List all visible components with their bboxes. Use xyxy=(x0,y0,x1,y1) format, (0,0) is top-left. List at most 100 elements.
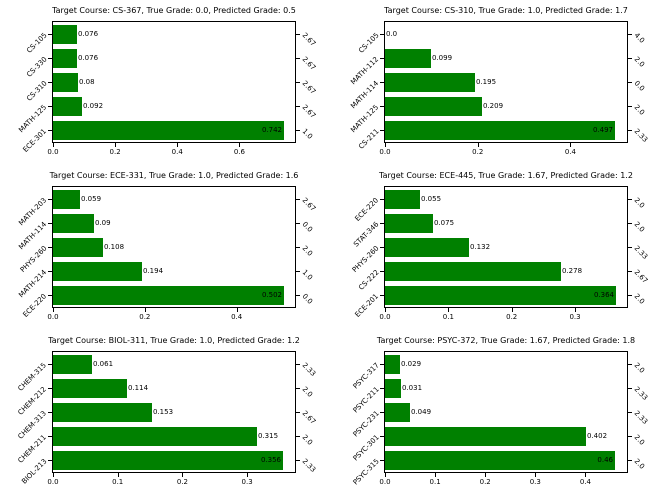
bar xyxy=(385,426,586,446)
bar-value-label: 0.402 xyxy=(587,431,608,440)
y-axis-tick-left xyxy=(48,364,52,365)
bar-value-label: 0.076 xyxy=(78,53,99,62)
y-axis-tick-left xyxy=(380,223,384,224)
y-axis-tick-right xyxy=(296,412,300,413)
x-axis-tick xyxy=(53,143,54,147)
y-axis-tick-right xyxy=(628,130,632,131)
bar xyxy=(385,120,615,140)
y-axis-tick-left xyxy=(48,82,52,83)
y-axis-tick-right xyxy=(296,364,300,365)
bar-value-label: 0.031 xyxy=(402,383,423,392)
y-axis-tick-right xyxy=(296,106,300,107)
y-axis-tick-right xyxy=(628,460,632,461)
bar-value-label: 0.076 xyxy=(78,29,99,38)
grade-tick-label: 2.67 xyxy=(300,54,318,72)
x-axis-tick xyxy=(585,473,587,477)
y-axis-tick-left xyxy=(380,388,384,389)
bar xyxy=(385,261,561,281)
y-axis-tick-left xyxy=(380,130,384,131)
y-axis-tick-right xyxy=(628,271,632,272)
y-axis-tick-left xyxy=(380,364,384,365)
grade-tick-label: 2.67 xyxy=(300,408,318,426)
grade-tick-label: 1.0 xyxy=(300,267,315,282)
x-axis-tick xyxy=(385,308,386,312)
bar xyxy=(53,378,127,398)
bar-value-label: 0.209 xyxy=(483,101,504,110)
subplot-title: Target Course: CS-310, True Grade: 1.0, … xyxy=(384,6,628,15)
x-tick-label: 0.6 xyxy=(233,148,245,156)
x-tick-label: 0.0 xyxy=(47,148,59,156)
x-axis-tick xyxy=(115,143,117,147)
x-tick-label: 0.1 xyxy=(112,478,124,486)
y-axis-tick-left xyxy=(48,58,52,59)
x-tick-label: 0.2 xyxy=(176,478,188,486)
x-axis-tick xyxy=(144,308,146,312)
grade-tick-label: 1.0 xyxy=(300,126,315,141)
bar-value-label: 0.099 xyxy=(432,53,453,62)
y-axis-tick-right xyxy=(296,34,300,35)
y-axis-tick-right xyxy=(628,364,632,365)
x-tick-label: 0.3 xyxy=(529,478,541,486)
x-tick-label: 0.3 xyxy=(569,313,581,321)
bar-value-label: 0.153 xyxy=(153,407,174,416)
bar xyxy=(53,354,92,374)
bar-value-label: 0.0 xyxy=(386,29,398,38)
grade-tick-label: 2.33 xyxy=(632,243,650,261)
bar-value-label: 0.364 xyxy=(593,290,614,299)
bar-value-label: 0.075 xyxy=(434,218,455,227)
grade-tick-label: 2.67 xyxy=(300,102,318,120)
bar-value-label: 0.278 xyxy=(562,266,583,275)
bar-value-label: 0.46 xyxy=(597,455,613,464)
y-axis-tick-left xyxy=(380,199,384,200)
y-axis-tick-left xyxy=(48,247,52,248)
bar-value-label: 0.742 xyxy=(261,125,282,134)
subplot-title: Target Course: CS-367, True Grade: 0.0, … xyxy=(52,6,296,15)
bar-value-label: 0.092 xyxy=(83,101,104,110)
x-tick-label: 0.2 xyxy=(506,313,518,321)
grade-tick-label: 2.67 xyxy=(300,78,318,96)
y-axis-tick-left xyxy=(380,82,384,83)
bar xyxy=(385,213,433,233)
x-axis-tick xyxy=(385,143,386,147)
y-axis-tick-left xyxy=(48,34,52,35)
x-axis-tick xyxy=(575,308,577,312)
grade-tick-label: 2.33 xyxy=(300,456,318,474)
x-axis-tick xyxy=(535,473,537,477)
x-tick-label: 0.2 xyxy=(479,478,491,486)
bar xyxy=(53,120,284,140)
course-tick-label: CS-105 xyxy=(24,30,49,55)
y-axis-tick-left xyxy=(380,106,384,107)
bar xyxy=(53,237,103,257)
x-axis-tick xyxy=(485,473,487,477)
y-axis-tick-right xyxy=(628,295,632,296)
bar-value-label: 0.049 xyxy=(411,407,432,416)
course-tick-label: CS-222 xyxy=(356,267,381,292)
grade-tick-label: 2.0 xyxy=(300,243,315,258)
y-axis-tick-left xyxy=(48,223,52,224)
subplot-1: Target Course: CS-367, True Grade: 0.0, … xyxy=(0,0,332,165)
subplot-title: Target Course: ECE-331, True Grade: 1.0,… xyxy=(49,171,299,180)
y-axis-tick-right xyxy=(296,223,300,224)
grade-tick-label: 2.0 xyxy=(632,456,647,471)
y-axis-tick-left xyxy=(380,34,384,35)
bar xyxy=(385,189,420,209)
bar-value-label: 0.132 xyxy=(470,242,491,251)
x-axis-tick xyxy=(53,308,54,312)
grade-tick-label: 2.33 xyxy=(632,126,650,144)
y-axis-tick-left xyxy=(380,460,384,461)
y-axis-tick-right xyxy=(628,412,632,413)
x-tick-label: 0.0 xyxy=(47,478,59,486)
bar xyxy=(385,354,400,374)
bar xyxy=(385,378,401,398)
grade-tick-label: 0.0 xyxy=(300,219,315,234)
y-axis-tick-right xyxy=(628,58,632,59)
subplot-3: Target Course: ECE-331, True Grade: 1.0,… xyxy=(0,165,332,330)
y-axis-tick-right xyxy=(296,388,300,389)
x-tick-label: 0.4 xyxy=(231,313,243,321)
y-axis-tick-right xyxy=(628,436,632,437)
bar-value-label: 0.061 xyxy=(93,359,114,368)
grade-tick-label: 2.33 xyxy=(632,384,650,402)
x-axis-tick xyxy=(385,473,386,477)
grade-tick-label: 2.0 xyxy=(300,432,315,447)
